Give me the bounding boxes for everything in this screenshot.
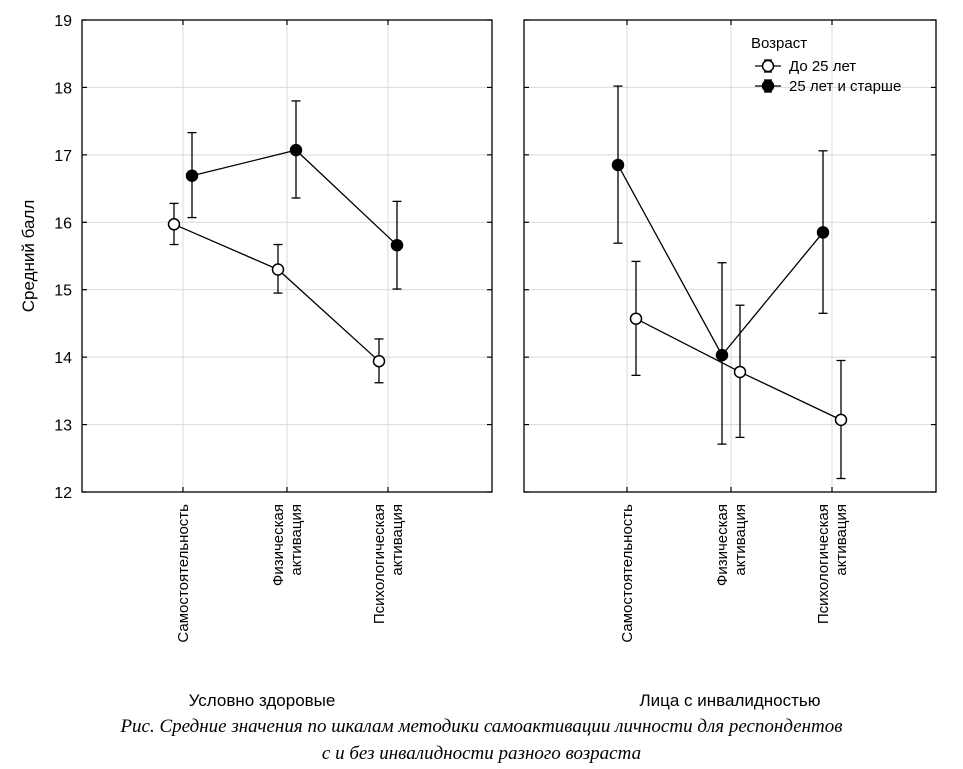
y-tick-label: 12 (54, 485, 72, 502)
y-tick-label: 13 (54, 418, 72, 435)
data-point (629, 312, 643, 325)
panel-1: 12 13 14 15 16 17 18 19 Самостоятельность Физичес… (54, 13, 493, 710)
x-category-label: Психологическая (815, 504, 832, 624)
series-25-and-older (185, 100, 404, 290)
x-category-label: активация (288, 504, 305, 576)
data-point (167, 218, 181, 231)
data-point (271, 263, 285, 276)
panel-2: Самостоятельность Физическая активация Псих… (523, 19, 937, 710)
series-under-25 (629, 260, 848, 480)
series-line (617, 164, 824, 357)
data-point (372, 354, 386, 368)
x-category-label: Самостоятельность (175, 504, 192, 643)
x-category-label: активация (833, 504, 850, 576)
data-point (834, 413, 848, 427)
y-tick-label: 19 (54, 13, 72, 30)
x-category-label: активация (389, 504, 406, 576)
y-tick-label: 14 (54, 350, 72, 367)
legend-label: 25 лет и старше (789, 78, 901, 95)
data-point (816, 226, 830, 239)
x-category-label: Физическая (714, 504, 731, 586)
y-tick-label: 17 (54, 148, 72, 165)
x-category-label: Психологическая (371, 504, 388, 624)
y-axis-label: Средний балл (19, 200, 38, 312)
plot-frame (523, 19, 937, 493)
figure-caption-line-1: Рис. Средние значения по шкалам методики… (120, 716, 843, 737)
legend: Возраст До 25 лет 25 лет и старше (751, 35, 901, 95)
legend-label: До 25 лет (789, 58, 856, 75)
legend-title: Возраст (751, 35, 807, 52)
panel-title: Лица с инвалидностью (639, 691, 820, 710)
y-tick-label: 15 (54, 283, 72, 300)
legend-entry: 25 лет и старше (755, 78, 901, 95)
y-tick-label: 16 (54, 215, 72, 232)
data-point (733, 365, 747, 379)
legend-marker (761, 59, 775, 73)
figure-caption-line-2: с и без инвалидности разного возраста (321, 743, 642, 764)
legend-entry: До 25 лет (755, 58, 856, 75)
legend-marker (761, 79, 775, 93)
data-point (185, 169, 199, 183)
panel-title: Условно здоровые (189, 691, 336, 710)
x-category-label: Самостоятельность (619, 504, 636, 643)
chart-figure: 12 13 14 15 16 17 18 19 Самостоятельность Физичес… (19, 13, 937, 710)
x-category-label: активация (732, 504, 749, 576)
y-tick-label: 18 (54, 80, 72, 97)
data-point (611, 158, 625, 172)
data-point (390, 238, 404, 252)
data-point (715, 348, 729, 362)
series-under-25 (167, 202, 386, 384)
series-25-and-older (611, 85, 830, 445)
data-point (289, 143, 303, 157)
x-category-label: Физическая (270, 504, 287, 586)
